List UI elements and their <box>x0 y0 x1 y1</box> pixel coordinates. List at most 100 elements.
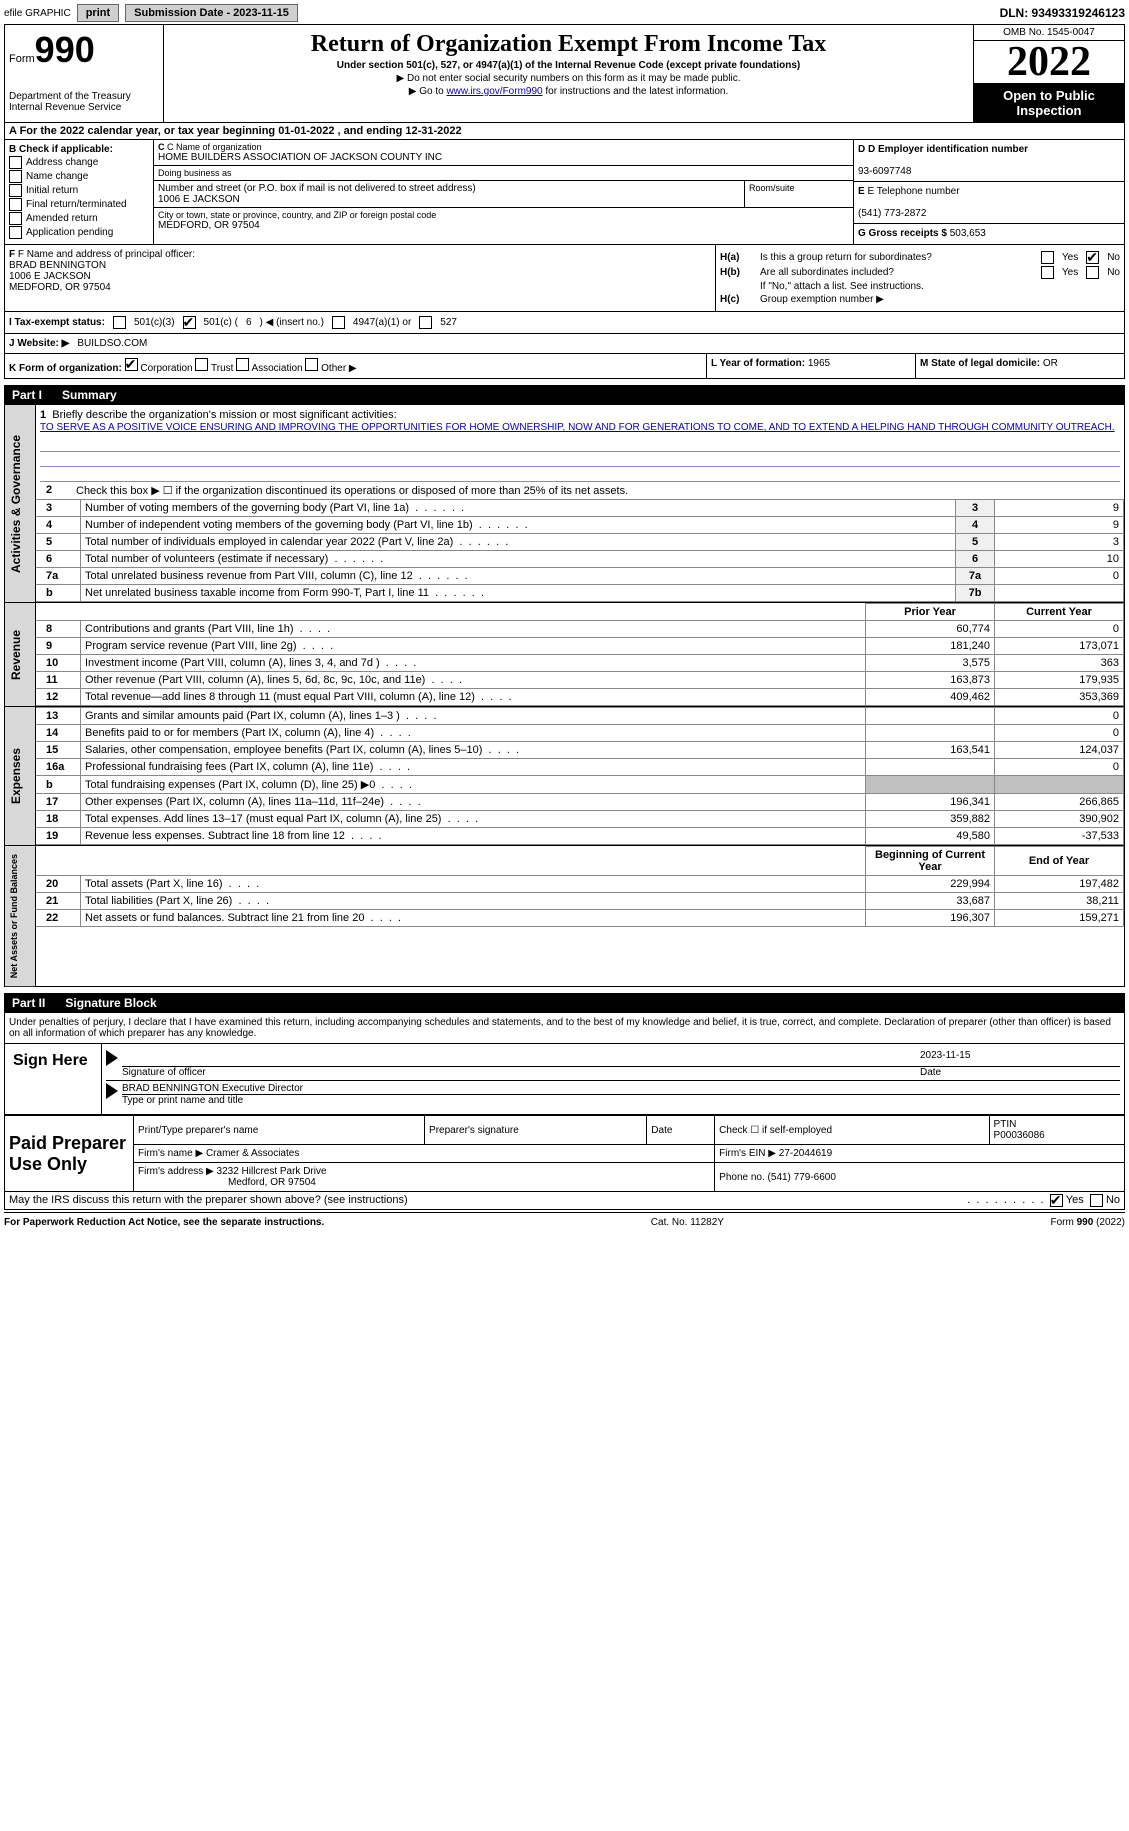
lbl-amended-return: Amended return <box>26 213 98 224</box>
hb-yes: Yes <box>1062 267 1078 278</box>
header-left: Form990 Department of the Treasury Inter… <box>5 25 164 122</box>
row-j-website: J Website: ▶ BUILDSO.COM <box>4 334 1125 354</box>
prior-value <box>866 776 995 794</box>
hb-yes-chk[interactable] <box>1041 266 1054 279</box>
chk-initial-return[interactable] <box>9 184 22 197</box>
chk-corporation[interactable] <box>125 358 138 371</box>
chk-trust[interactable] <box>195 358 208 371</box>
ha-yes-chk[interactable] <box>1041 251 1054 264</box>
footer-mid: Cat. No. 11282Y <box>651 1217 724 1228</box>
efile-label: efile GRAPHIC <box>4 8 71 19</box>
current-value: 363 <box>995 655 1124 672</box>
current-value: 0 <box>995 708 1124 725</box>
line-num: 18 <box>36 811 81 828</box>
line-num: 16a <box>36 759 81 776</box>
prior-value: 3,575 <box>866 655 995 672</box>
line-desc: Program service revenue (Part VIII, line… <box>81 638 866 655</box>
lbl-initial-return: Initial return <box>26 185 78 196</box>
line-desc: Professional fundraising fees (Part IX, … <box>81 759 866 776</box>
ha-label: H(a) <box>720 252 760 263</box>
lbl-address-change: Address change <box>26 157 98 168</box>
vtab-governance: Activities & Governance <box>5 405 36 602</box>
chk-501c3[interactable] <box>113 316 126 329</box>
discuss-yes-chk[interactable] <box>1050 1194 1063 1207</box>
line-desc: Total assets (Part X, line 16) . . . . <box>81 876 866 893</box>
prior-value: 163,873 <box>866 672 995 689</box>
line-value: 10 <box>995 551 1124 568</box>
submission-date-button[interactable]: Submission Date - 2023-11-15 <box>125 4 298 22</box>
tax-year: 2022 <box>974 41 1124 84</box>
org-name-label: C Name of organization <box>167 142 262 152</box>
current-value: 390,902 <box>995 811 1124 828</box>
col-b-checkboxes: B Check if applicable: Address change Na… <box>5 140 154 244</box>
current-value: 179,935 <box>995 672 1124 689</box>
irs-link[interactable]: www.irs.gov/Form990 <box>446 86 542 97</box>
mission-text: TO SERVE AS A POSITIVE VOICE ENSURING AN… <box>40 422 1115 433</box>
part-2-title: Signature Block <box>65 996 156 1010</box>
current-value: 173,071 <box>995 638 1124 655</box>
line-num: 17 <box>36 794 81 811</box>
print-button[interactable]: print <box>77 4 119 22</box>
city-label: City or town, state or province, country… <box>158 210 849 220</box>
line-desc: Benefits paid to or for members (Part IX… <box>81 725 866 742</box>
firm-addr1: 3232 Hillcrest Park Drive <box>217 1166 327 1177</box>
chk-address-change[interactable] <box>9 156 22 169</box>
ein-value: 93-6097748 <box>858 166 911 177</box>
line-num: 3 <box>36 500 81 517</box>
chk-association[interactable] <box>236 358 249 371</box>
chk-name-change[interactable] <box>9 170 22 183</box>
sig-date-label: Date <box>920 1067 941 1078</box>
opt-association: Association <box>251 363 302 374</box>
line-value <box>995 585 1124 602</box>
sig-name-value: BRAD BENNINGTON Executive Director <box>122 1083 1120 1095</box>
firm-addr2: Medford, OR 97504 <box>138 1177 316 1188</box>
col-f-officer: F F Name and address of principal office… <box>5 245 715 311</box>
chk-527[interactable] <box>419 316 432 329</box>
line-desc: Total fundraising expenses (Part IX, col… <box>81 776 866 794</box>
firm-addr-label: Firm's address ▶ <box>138 1166 214 1177</box>
website-value: BUILDSO.COM <box>77 338 147 349</box>
line-value: 3 <box>995 534 1124 551</box>
addr-label: Number and street (or P.O. box if mail i… <box>158 183 740 194</box>
dln-label: DLN: 93493319246123 <box>1000 6 1125 20</box>
line-desc: Total liabilities (Part X, line 26) . . … <box>81 893 866 910</box>
current-value: 197,482 <box>995 876 1124 893</box>
chk-501c[interactable] <box>183 316 196 329</box>
line-num: 6 <box>36 551 81 568</box>
year-formation-label: L Year of formation: <box>711 358 805 369</box>
line-desc: Net assets or fund balances. Subtract li… <box>81 910 866 927</box>
opt-501c-post: ) ◀ (insert no.) <box>260 317 324 328</box>
form-number: 990 <box>35 29 95 70</box>
opt-501c-pre: 501(c) ( <box>204 317 238 328</box>
discuss-no-chk[interactable] <box>1090 1194 1103 1207</box>
state-domicile-label: M State of legal domicile: <box>920 358 1040 369</box>
ha-text: Is this a group return for subordinates? <box>760 252 1041 263</box>
ptin-label: PTIN <box>994 1119 1017 1130</box>
form-subtitle-1: Under section 501(c), 527, or 4947(a)(1)… <box>168 60 969 71</box>
form-title: Return of Organization Exempt From Incom… <box>168 31 969 58</box>
chk-4947[interactable] <box>332 316 345 329</box>
room-label: Room/suite <box>745 181 853 207</box>
chk-amended-return[interactable] <box>9 212 22 225</box>
prior-value <box>866 759 995 776</box>
line-desc: Total number of volunteers (estimate if … <box>81 551 956 568</box>
hb-no-chk[interactable] <box>1086 266 1099 279</box>
current-value: 0 <box>995 621 1124 638</box>
chk-final-return[interactable] <box>9 198 22 211</box>
line-num: 13 <box>36 708 81 725</box>
ha-no-chk[interactable] <box>1086 251 1099 264</box>
firm-phone-value: (541) 779-6600 <box>768 1172 836 1183</box>
hc-label: H(c) <box>720 294 760 305</box>
line-desc: Grants and similar amounts paid (Part IX… <box>81 708 866 725</box>
line-desc: Number of independent voting members of … <box>81 517 956 534</box>
gross-receipts-label: G Gross receipts $ <box>858 228 947 239</box>
part-1-governance: Activities & Governance 1 Briefly descri… <box>4 405 1125 603</box>
chk-application-pending[interactable] <box>9 226 22 239</box>
col-b-header: B Check if applicable: <box>9 144 113 155</box>
current-value: 0 <box>995 759 1124 776</box>
form-header: Form990 Department of the Treasury Inter… <box>4 25 1125 123</box>
part-2-num: Part II <box>12 996 45 1010</box>
firm-name-value: Cramer & Associates <box>206 1148 299 1159</box>
chk-other[interactable] <box>305 358 318 371</box>
section-b-to-g: B Check if applicable: Address change Na… <box>4 140 1125 245</box>
